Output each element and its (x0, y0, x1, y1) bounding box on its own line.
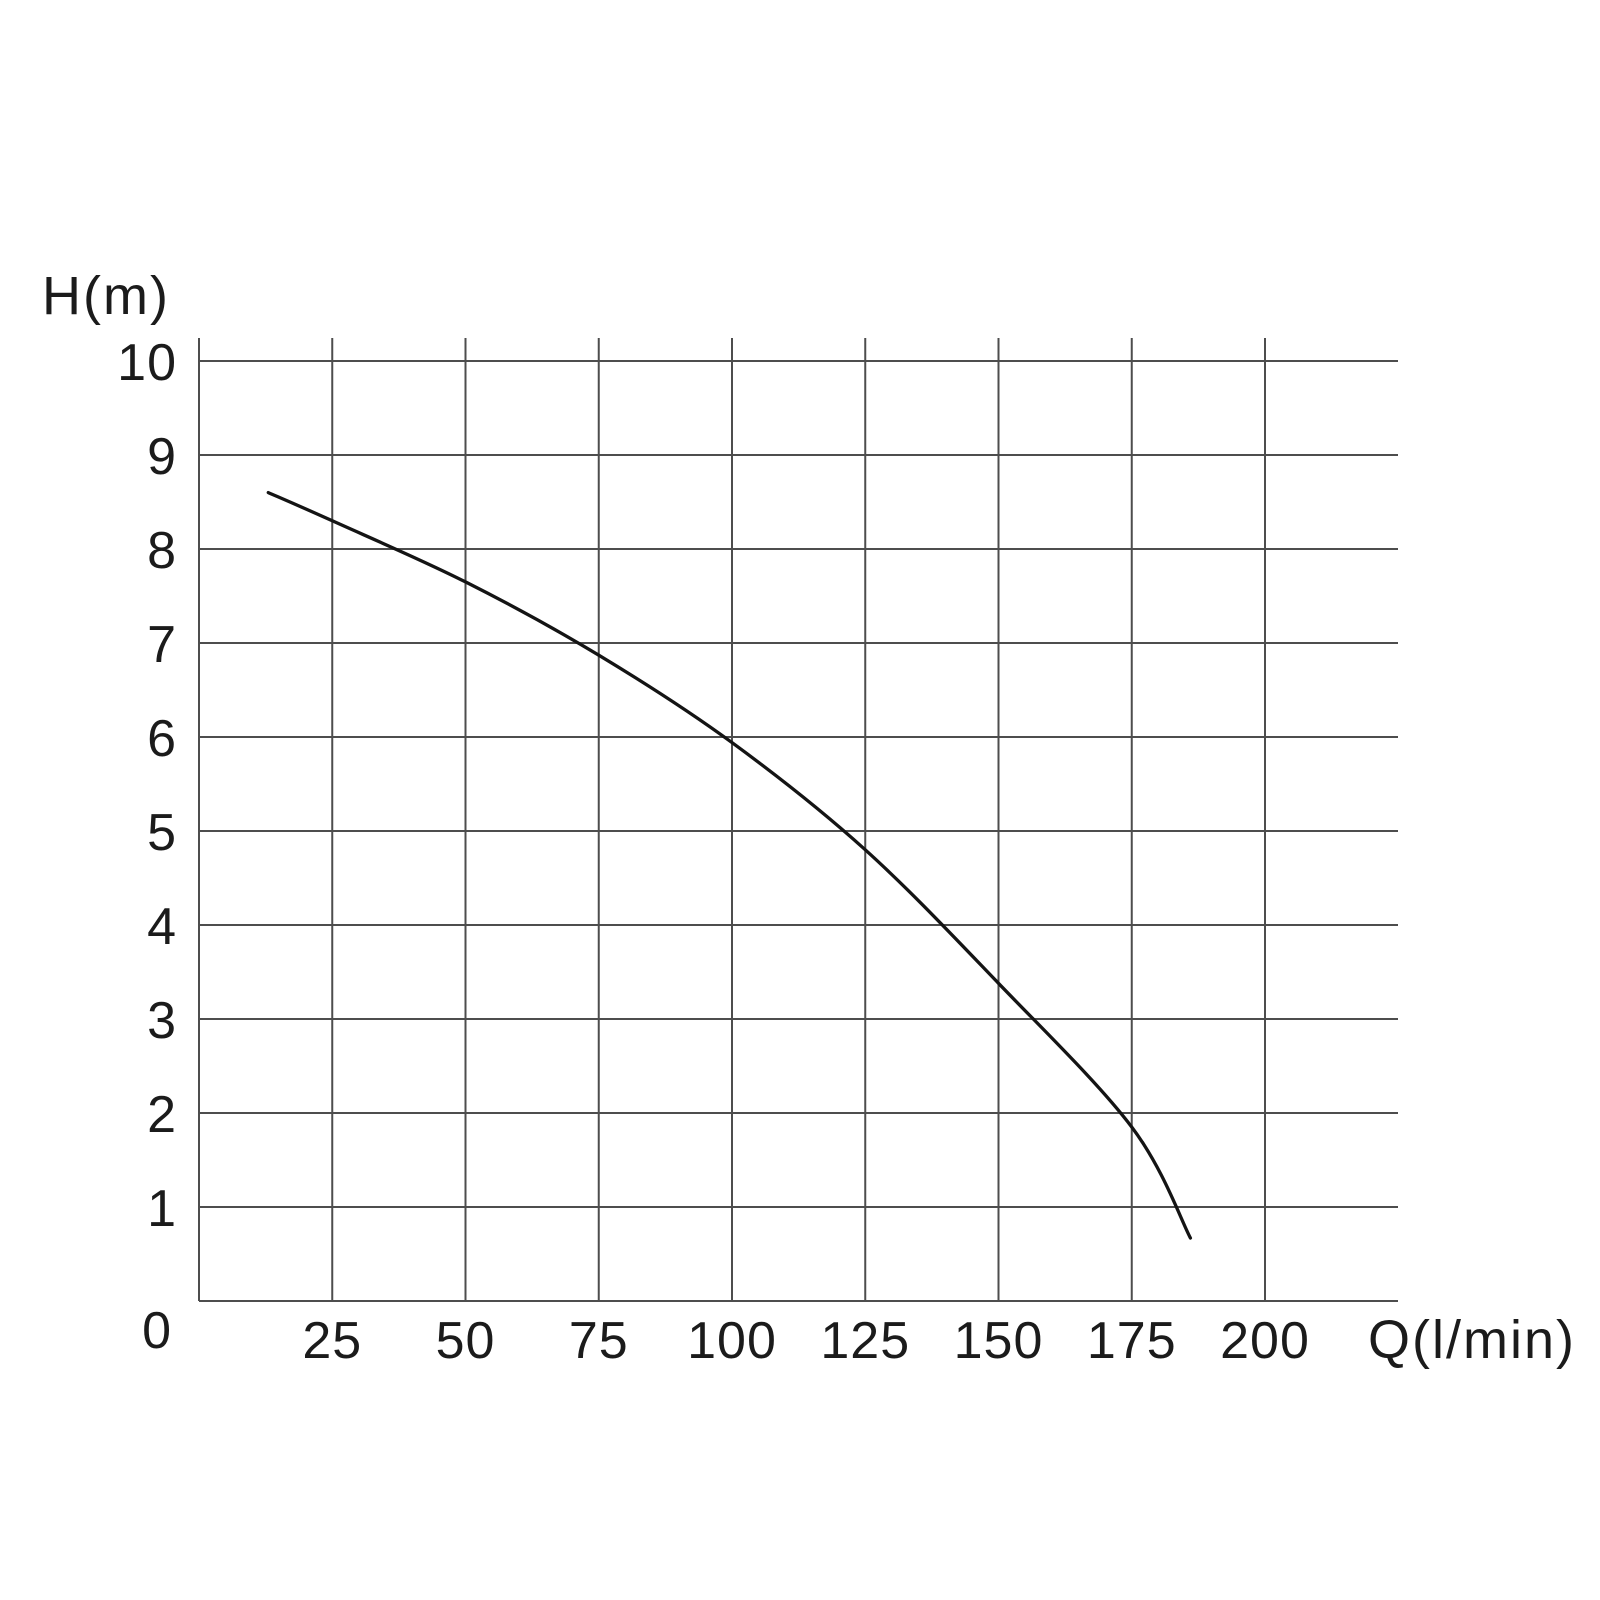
x-tick-label: 125 (820, 1312, 910, 1370)
x-tick-label: 200 (1220, 1312, 1310, 1370)
x-tick-label: 25 (302, 1312, 362, 1370)
x-axis-title: Q(l/min) (1368, 1310, 1576, 1370)
y-tick-label: 10 (117, 334, 177, 392)
y-tick-label: 9 (147, 428, 177, 486)
y-tick-label: 8 (147, 522, 177, 580)
y-tick-label: 4 (147, 898, 177, 956)
x-tick-label: 150 (954, 1312, 1044, 1370)
x-tick-label: 175 (1087, 1312, 1177, 1370)
pump-curve (266, 490, 1193, 1240)
y-tick-label: 7 (147, 616, 177, 674)
y-tick-label: 1 (147, 1180, 177, 1238)
y-tick-label: 3 (147, 992, 177, 1050)
y-tick-label: 5 (147, 804, 177, 862)
origin-tick-label: 0 (142, 1302, 172, 1360)
x-tick-label: 100 (687, 1312, 777, 1370)
x-tick-label: 75 (569, 1312, 629, 1370)
x-tick-label: 50 (436, 1312, 496, 1370)
y-axis-title: H(m) (42, 266, 170, 326)
y-tick-label: 2 (147, 1086, 177, 1144)
y-tick-label: 6 (147, 710, 177, 768)
